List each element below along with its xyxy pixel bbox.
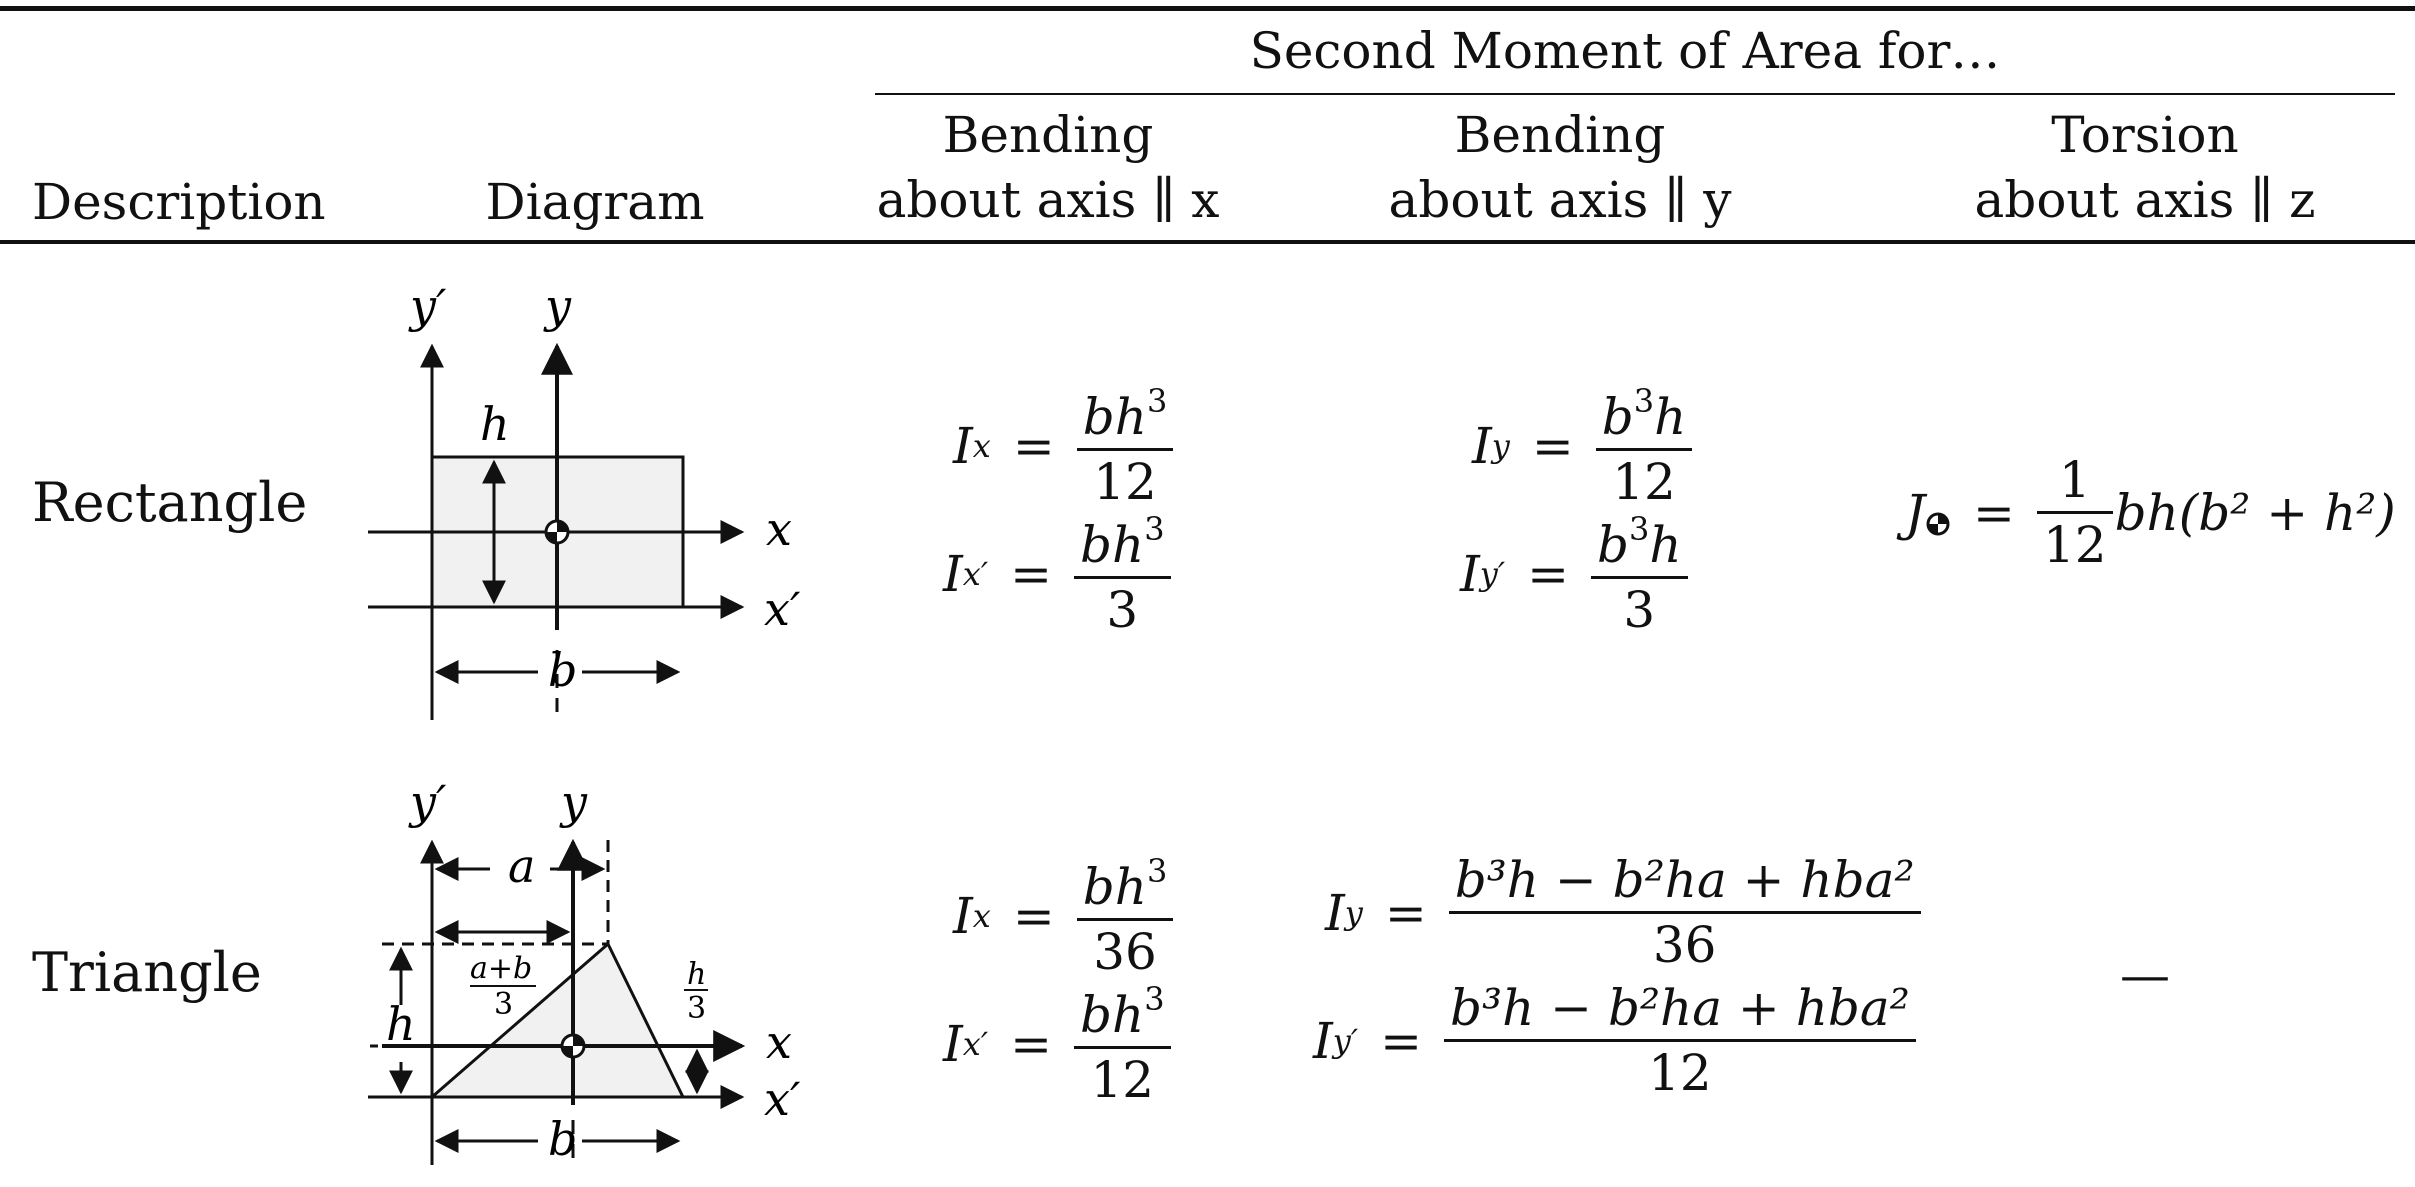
label-x-prime: x′ <box>764 1072 801 1126</box>
label-a: a <box>508 839 535 893</box>
header-bottom-rule <box>0 240 2415 244</box>
label-h3-num: h <box>687 957 706 992</box>
row-label-triangle: Triangle <box>32 941 262 1004</box>
label-ab3-num: a+b <box>470 951 532 986</box>
header-bending-x-line1: Bending <box>942 106 1154 164</box>
header-bending-y-line2: about axis ∥ y <box>1388 171 1732 229</box>
label-y-prime: y′ <box>408 279 447 333</box>
group-rule <box>875 93 2395 95</box>
label-x-prime: x′ <box>764 582 801 636</box>
label-x: x <box>766 1015 792 1069</box>
label-b: b <box>548 1112 577 1166</box>
label-h: h <box>386 997 416 1051</box>
tri-torsion-value: — <box>2120 946 2170 1004</box>
label-y: y <box>559 775 588 829</box>
header-torsion-line1: Torsion <box>2051 106 2239 164</box>
header-description: Description <box>32 173 326 231</box>
header-torsion-line2: about axis ∥ z <box>1974 171 2316 229</box>
centroid-subscript-icon <box>1926 512 1950 535</box>
label-x: x <box>766 502 792 556</box>
header-bending-y-line1: Bending <box>1454 106 1666 164</box>
top-rule <box>0 6 2415 11</box>
header-bending-x-line2: about axis ∥ x <box>876 171 1220 229</box>
label-h: h <box>480 397 510 451</box>
header-diagram: Diagram <box>485 173 705 231</box>
rect-j: J = 1 12 bh(b² + h²) <box>1905 451 2396 574</box>
row-label-rectangle: Rectangle <box>32 471 308 534</box>
label-ab3-den: 3 <box>494 987 513 1022</box>
group-title: Second Moment of Area for… <box>1249 22 2001 80</box>
label-h3-den: 3 <box>687 991 706 1026</box>
label-y-prime: y′ <box>408 775 447 829</box>
label-b: b <box>548 643 577 697</box>
label-y: y <box>543 279 572 333</box>
